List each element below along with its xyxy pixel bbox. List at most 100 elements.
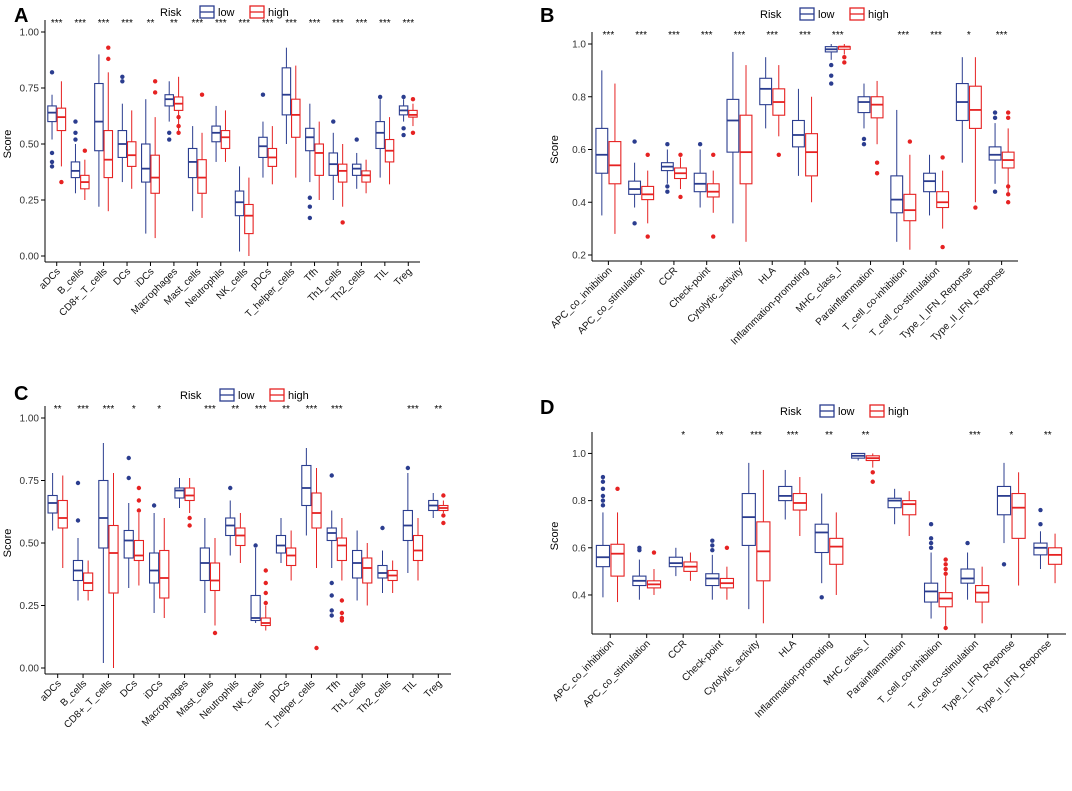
box-iqr [741,492,756,546]
significance-mark: *** [309,18,321,29]
box-high-Check-point [719,566,735,600]
box-high-pDCs [286,530,297,581]
box-iqr [377,564,388,579]
significance-mark: *** [204,404,216,415]
box-high-B_cells [83,560,94,601]
box-iqr [235,527,246,547]
outlier-point [870,479,875,484]
box-high-Neutrophils [235,513,246,563]
outlier-point [331,119,336,124]
outlier-point [354,137,359,142]
significance-mark: ** [825,430,833,441]
x-tick-label: T_cell_co-inhibition [876,638,944,706]
outlier-point [600,503,606,508]
box-high-T_cell_co-inhibition [903,154,917,250]
outlier-point [940,244,945,250]
box-iqr [258,136,268,158]
box-iqr [887,497,902,509]
box-high-Th1_cells [337,144,348,207]
outlier-point [49,70,55,75]
box-low-MHC_class_I [824,44,838,60]
panel-label: D [540,397,554,419]
significance-mark: *** [306,404,318,415]
box-iqr [814,523,829,554]
outlier-point [136,485,142,491]
box-low-Check-point [693,149,707,208]
x-tick-label: APC_co_inhibition [551,638,617,704]
legend-label-low: low [218,7,235,19]
box-low-Neutrophils [211,105,221,162]
significance-mark: * [157,404,161,415]
outlier-point [212,630,218,636]
significance-mark: *** [51,18,63,29]
box-iqr [286,547,297,567]
box-low-Parainflammation [857,83,871,129]
box-high-APC_co_stimulation [646,569,662,595]
box-iqr [759,77,773,106]
box-high-B_cells [80,159,90,200]
box-iqr [199,547,210,582]
legend-label-low: low [838,406,855,418]
outlier-point [329,473,334,478]
legend: Risk low high [160,5,289,19]
outlier-point [1005,115,1011,121]
outlier-point [401,126,406,131]
outlier-point [151,503,157,508]
outlier-point [106,56,111,62]
significance-mark: *** [331,404,343,415]
panel-label: C [14,383,28,405]
outlier-point [1005,200,1011,205]
legend-label-high: high [288,390,309,402]
box-iqr [412,534,424,562]
box-iqr [70,161,81,179]
significance-mark: ** [862,430,870,441]
significance-mark: *** [285,18,297,29]
outlier-point [340,220,345,225]
box-low-Mast_cells [187,126,198,212]
box-high-aDCs [57,475,68,568]
outlier-point [73,130,78,135]
outlier-point [870,470,875,475]
outlier-point [126,475,131,481]
outlier-point [339,598,345,603]
y-tick-label: 0.00 [20,664,40,675]
outlier-point [615,486,620,492]
x-tick-label: iDCs [142,678,165,701]
box-high-T_cell_co-stimulation [936,170,950,229]
outlier-point [260,92,266,97]
box-low-Inflammation-promoting [791,88,805,176]
x-tick-label: Tfh [325,678,343,696]
box-iqr [706,183,720,198]
box-iqr [98,479,109,549]
outlier-point [339,618,345,623]
outlier-point [329,580,334,586]
outlier-point [943,562,948,567]
box-iqr [641,185,655,201]
box-iqr [150,154,160,194]
box-low-T_cell_co-stimulation [923,154,936,216]
box-iqr [126,141,137,167]
box-high-iDCs [159,518,170,618]
outlier-point [377,94,383,100]
box-high-Parainflammation [870,80,884,145]
box-low-MHC_class_I [851,452,866,461]
outlier-point [992,189,998,194]
significance-mark: *** [407,404,419,415]
outlier-point [106,45,111,50]
box-low-APC_co_inhibition [595,70,609,216]
x-tick-label: APC_co_stimulation [581,638,652,709]
box-high-Inflammation-promoting [829,512,844,595]
outlier-point [697,142,703,147]
box-iqr [975,584,990,603]
outlier-point [410,97,416,102]
outlier-point [120,74,125,80]
outlier-point [829,73,834,78]
outlier-point [637,547,642,553]
box-iqr [225,517,236,537]
outlier-point [600,474,606,480]
box-high-Treg [408,103,418,127]
outlier-point [176,114,181,120]
box-iqr [408,109,418,118]
outlier-point [187,515,192,521]
